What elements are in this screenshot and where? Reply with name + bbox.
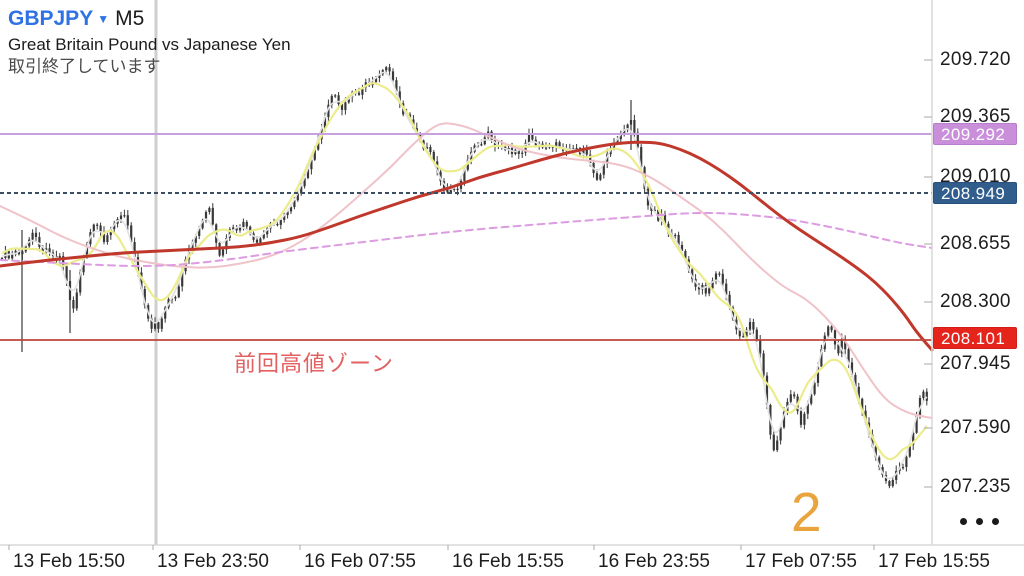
symbol-label: GBPJPY (8, 7, 94, 30)
chart-header: GBPJPY ▼ M5 Great Britain Pound vs Japan… (8, 6, 291, 78)
menu-dot-icon (992, 518, 999, 525)
market-closed-status: 取引終了しています (8, 57, 161, 77)
price-tick-label: 208.655 (940, 233, 1011, 254)
price-tick-label: 209.720 (940, 49, 1011, 70)
time-tick-label: 16 Feb 07:55 (304, 551, 416, 572)
time-tick-label: 16 Feb 23:55 (598, 551, 710, 572)
price-tick-label: 209.365 (940, 106, 1011, 127)
menu-dot-icon (960, 518, 967, 525)
wave-count-annotation: 2 (791, 481, 822, 543)
symbol-selector-button[interactable]: GBPJPY ▼ (8, 6, 109, 32)
time-tick-label: 17 Feb 15:55 (878, 551, 990, 572)
price-tick-label: 209.010 (940, 166, 1011, 187)
timeframe-button[interactable]: M5 (115, 7, 145, 30)
time-tick-label: 13 Feb 15:50 (13, 551, 125, 572)
price-tick-label: 207.235 (940, 476, 1011, 497)
time-tick-label: 17 Feb 07:55 (745, 551, 857, 572)
price-level-badge: 209.292 (933, 123, 1017, 145)
menu-dot-icon (976, 518, 983, 525)
time-tick-label: 16 Feb 15:55 (452, 551, 564, 572)
price-tick-label: 208.300 (940, 291, 1011, 312)
chevron-down-icon: ▼ (97, 12, 110, 27)
instrument-full-name: Great Britain Pound vs Japanese Yen (8, 34, 291, 54)
price-level-badge: 208.949 (933, 182, 1017, 204)
price-tick-label: 207.590 (940, 417, 1011, 438)
previous-high-zone-annotation: 前回高値ゾーン (234, 351, 394, 376)
price-tick-label: 207.945 (940, 353, 1011, 374)
price-level-badge: 208.101 (933, 327, 1017, 349)
chart-menu-button[interactable] (956, 514, 1003, 529)
time-tick-label: 13 Feb 23:50 (157, 551, 269, 572)
